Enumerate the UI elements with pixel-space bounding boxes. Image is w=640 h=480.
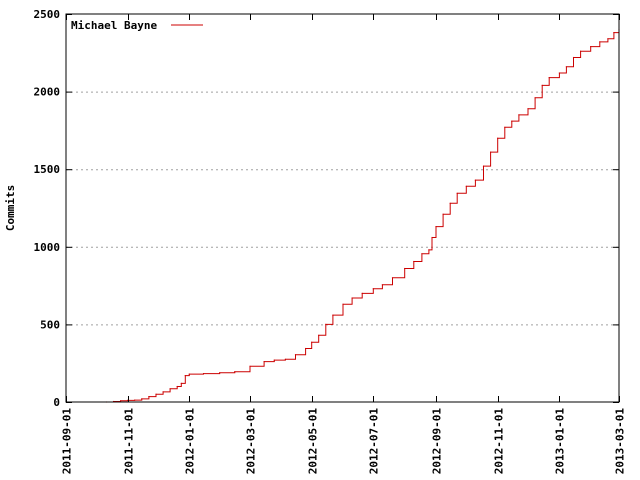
y-tick-label: 1500 (34, 163, 61, 176)
data-point (294, 354, 297, 356)
x-tick-label: 2013-03-01 (614, 408, 627, 475)
plot-frame (65, 13, 620, 403)
data-point (607, 38, 609, 40)
data-point (162, 391, 164, 393)
x-tick-label: 2012-01-01 (184, 408, 197, 475)
data-point (141, 398, 143, 400)
data-point (518, 114, 520, 116)
data-point (599, 41, 601, 43)
data-point (284, 358, 286, 360)
y-axis-title: Commits (4, 185, 17, 231)
tick-layer: 0 500 1000 1500 2000 2500 2011-09-01 2011-11-01… (34, 8, 627, 474)
y-tick-label: 0 (53, 396, 60, 409)
data-point (449, 202, 451, 204)
data-point (176, 385, 178, 388)
data-point (234, 371, 236, 373)
x-tick-label: 2012-05-01 (307, 408, 320, 475)
data-point (372, 288, 374, 290)
data-point (613, 31, 615, 34)
x-tick-label: 2012-09-01 (431, 408, 444, 475)
data-point (311, 341, 313, 343)
data-point (169, 388, 171, 390)
data-point (580, 50, 582, 52)
data-point (431, 236, 433, 239)
data-point (120, 400, 122, 402)
legend: Michael Bayne (71, 19, 203, 32)
data-point (155, 393, 157, 395)
legend-label: Michael Bayne (71, 19, 157, 32)
data-point (565, 66, 568, 68)
grid-layer (66, 91, 619, 326)
data-point (504, 126, 506, 128)
data-point (219, 372, 221, 374)
data-point (456, 192, 458, 194)
data-point (180, 382, 182, 384)
data-point (474, 179, 476, 181)
data-point (273, 359, 275, 361)
data-point (497, 137, 499, 139)
data-point (184, 375, 186, 377)
data-point (332, 314, 334, 316)
data-point (202, 373, 205, 375)
data-point (511, 120, 513, 122)
data-point (188, 373, 190, 375)
data-point (442, 213, 444, 215)
data-point (413, 260, 415, 263)
data-point (263, 361, 265, 363)
series-layer (105, 28, 620, 403)
data-point (305, 347, 307, 350)
data-point (361, 292, 363, 294)
data-point (428, 249, 430, 251)
data-point (404, 267, 406, 270)
data-point (342, 303, 344, 305)
data-point (325, 323, 327, 325)
data-point (590, 46, 592, 48)
data-point (249, 365, 251, 367)
data-point (435, 226, 437, 228)
data-point (351, 297, 353, 299)
data-point (558, 72, 561, 74)
x-tick-label: 2011-11-01 (123, 408, 136, 475)
y-tick-label: 2000 (34, 86, 61, 99)
data-point (482, 165, 485, 167)
x-tick-label: 2012-07-01 (368, 408, 381, 475)
data-point (548, 77, 550, 79)
data-point (421, 253, 423, 255)
data-point (391, 277, 394, 279)
data-point (148, 396, 150, 398)
x-tick-label: 2011-09-01 (61, 408, 74, 475)
data-point (381, 284, 383, 286)
data-point (541, 84, 543, 86)
data-point (318, 334, 320, 336)
x-tick-label: 2012-11-01 (493, 408, 506, 475)
y-tick-label: 1000 (34, 241, 61, 254)
y-tick-label: 500 (40, 318, 60, 331)
x-tick-label: 2012-03-01 (245, 408, 258, 475)
data-point (534, 97, 536, 99)
data-point (490, 151, 492, 153)
data-point (134, 399, 136, 401)
y-tick-label: 2500 (34, 8, 61, 21)
data-point (465, 185, 467, 187)
data-point (527, 108, 529, 110)
data-point (572, 56, 575, 59)
x-tick-label: 2013-01-01 (554, 408, 567, 475)
